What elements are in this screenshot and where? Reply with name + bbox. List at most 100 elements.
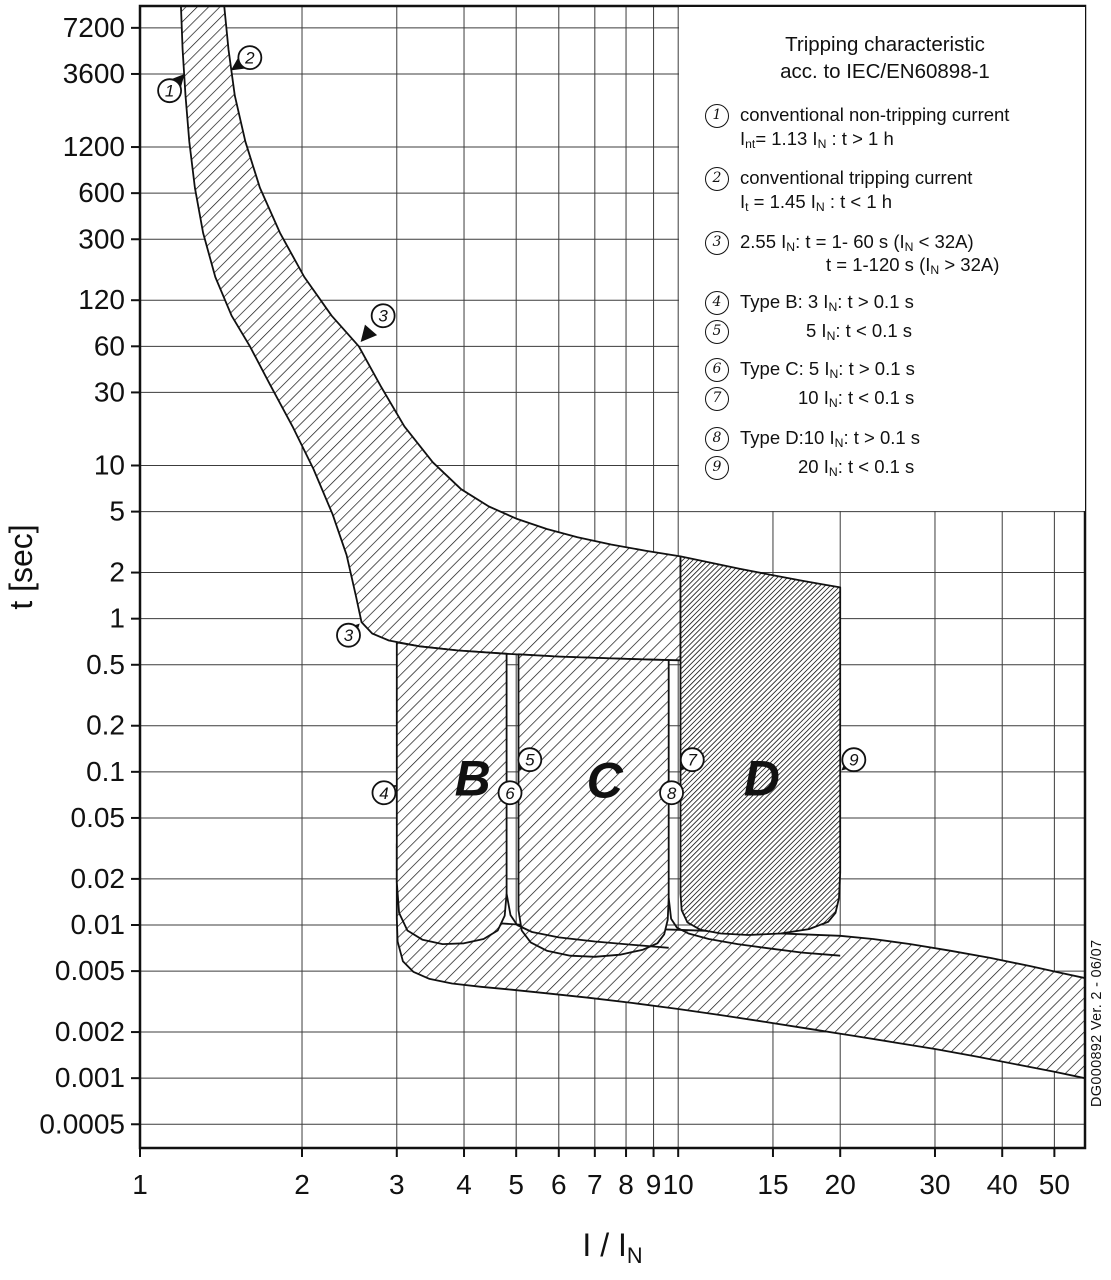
- legend-item-text: Int= 1.13 IN : t > 1 h: [740, 127, 894, 151]
- legend-item-text: 5 IN: t < 0.1 s: [806, 320, 913, 344]
- x-tick-label: 2: [294, 1169, 310, 1200]
- region-band-d: [679, 555, 842, 936]
- x-axis-title: I / IN: [582, 1227, 642, 1268]
- curve-marker-1: 1: [157, 73, 185, 104]
- y-tick-label: 7200: [63, 12, 125, 43]
- svg-text:5: 5: [525, 751, 535, 770]
- chart-regions: [180, 6, 1085, 1080]
- legend-item-6: 6 Type C: 5 IN: t > 0.1 s: [705, 357, 1065, 383]
- legend-item-8: 8 Type D:10 IN: t > 0.1 s: [705, 426, 1065, 452]
- y-tick-label: 30: [94, 376, 125, 407]
- svg-text:I / IN: I / IN: [582, 1227, 642, 1268]
- legend-title-line-1: Tripping characteristic: [785, 33, 985, 56]
- curve-marker-3: 3: [360, 303, 396, 343]
- y-tick-label: 0.001: [55, 1062, 125, 1093]
- x-tick-label: 8: [618, 1169, 634, 1200]
- svg-text:7: 7: [688, 751, 698, 770]
- svg-text:t [sec]: t [sec]: [3, 524, 39, 609]
- legend-item-number: 1: [705, 104, 729, 129]
- legend-item-text: conventional tripping current: [740, 167, 973, 189]
- svg-text:8: 8: [667, 784, 677, 803]
- legend-item-5: 5 5 IN: t < 0.1 s: [705, 319, 1065, 345]
- y-axis-title: t [sec]: [3, 524, 39, 609]
- legend-item-text: 10 IN: t < 0.1 s: [798, 387, 915, 411]
- legend-item-1: 1 conventional non-tripping current Int= 1…: [705, 103, 1065, 150]
- y-tick-label: 1: [109, 603, 125, 634]
- legend-item-number: 4: [705, 291, 729, 316]
- y-tick-label: 0.01: [71, 909, 126, 940]
- svg-text:3: 3: [378, 307, 388, 326]
- legend-item-text: 20 IN: t < 0.1 s: [798, 456, 915, 480]
- svg-text:6: 6: [505, 784, 515, 803]
- marker-circle: [336, 622, 361, 648]
- legend-items: 1 conventional non-tripping current Int= 1…: [705, 103, 1065, 481]
- legend-item-number: 6: [705, 358, 729, 383]
- y-tick-label: 300: [78, 223, 125, 254]
- curve-marker-6: 6: [497, 780, 523, 806]
- x-tick-label: 9: [646, 1169, 662, 1200]
- curve-marker-9: 9: [841, 747, 867, 773]
- chart-legend: Tripping characteristic acc. to IEC/EN60…: [679, 7, 1085, 511]
- region-letter-B: B: [455, 751, 491, 807]
- curve-b-max-continuation: [505, 893, 669, 949]
- y-tick-label: 120: [78, 284, 125, 315]
- y-tick-label: 1200: [63, 131, 125, 162]
- y-tick-label: 0.005: [55, 955, 125, 986]
- plot-border: [138, 4, 1087, 1150]
- x-tick-label: 15: [757, 1169, 788, 1200]
- marker-circle: [841, 747, 867, 773]
- y-tick-label: 2: [109, 557, 125, 588]
- region-band-b: [395, 641, 508, 945]
- marker-circle: [517, 747, 543, 773]
- y-tick-label: 0.0005: [39, 1108, 125, 1139]
- x-tick-label: 40: [987, 1169, 1018, 1200]
- y-tick-label: 0.02: [71, 863, 126, 894]
- document-code: DG000892 Ver. 2 - 06/07: [1087, 862, 1107, 1108]
- x-tick-label: 3: [389, 1169, 405, 1200]
- legend-item-text: It = 1.45 IN : t < 1 h: [740, 191, 893, 215]
- curve-c-max-continuation: [667, 897, 841, 957]
- y-tick-label: 3600: [63, 58, 125, 89]
- legend-item-number: 2: [705, 167, 729, 192]
- legend-title-line-2: acc. to IEC/EN60898-1: [780, 60, 990, 84]
- legend-item-text: Type B: 3 IN: t > 0.1 s: [740, 291, 914, 315]
- y-tick-label: 0.05: [71, 802, 126, 833]
- legend-item-2: 2 conventional tripping current It = 1.45 …: [705, 166, 1065, 213]
- svg-text:4: 4: [379, 784, 388, 803]
- legend-item-3: 3 2.55 IN: t = 1- 60 s (IN < 32A) t = 1-12…: [705, 230, 1065, 277]
- x-tick-label: 50: [1039, 1169, 1070, 1200]
- svg-text:3: 3: [344, 626, 354, 645]
- legend-item-number: 3: [705, 230, 729, 255]
- legend-item-text: Type C: 5 IN: t > 0.1 s: [740, 358, 915, 382]
- y-tick-label: 60: [94, 330, 125, 361]
- curve-marker-2: 2: [230, 45, 263, 71]
- marker-circle: [371, 780, 397, 806]
- legend-item-number: 9: [705, 456, 729, 481]
- marker-circle: [237, 45, 263, 71]
- x-tick-label: 5: [508, 1169, 524, 1200]
- y-tick-label: 600: [78, 177, 125, 208]
- svg-text:9: 9: [849, 751, 859, 770]
- legend-title: Tripping characteristic acc. to IEC/EN60…: [705, 31, 1065, 85]
- x-tick-label: 20: [825, 1169, 856, 1200]
- curve-marker-7: 7: [679, 747, 705, 773]
- legend-item-text: t = 1-120 s (IN > 32A): [826, 254, 1000, 278]
- x-tick-label: 30: [919, 1169, 950, 1200]
- x-tick-label: 4: [456, 1169, 472, 1200]
- marker-flag-icon: [360, 324, 378, 343]
- svg-text:1: 1: [165, 82, 174, 101]
- marker-circle: [659, 780, 684, 806]
- legend-item-text: 2.55 IN: t = 1- 60 s (IN < 32A): [740, 230, 974, 254]
- curve-marker-4: 4: [371, 780, 397, 806]
- legend-item-text: Type D:10 IN: t > 0.1 s: [740, 427, 921, 451]
- legend-item-text: conventional non-tripping current: [740, 104, 1010, 126]
- y-tick-label: 0.2: [86, 710, 125, 741]
- legend-item-number: 8: [705, 427, 729, 452]
- x-tick-label: 10: [663, 1169, 694, 1200]
- region-letter-C: C: [587, 752, 624, 808]
- y-tick-label: 10: [94, 449, 125, 480]
- curve-marker-3: 3: [336, 622, 361, 648]
- marker-circle: [370, 303, 396, 329]
- x-tick-label: 6: [551, 1169, 567, 1200]
